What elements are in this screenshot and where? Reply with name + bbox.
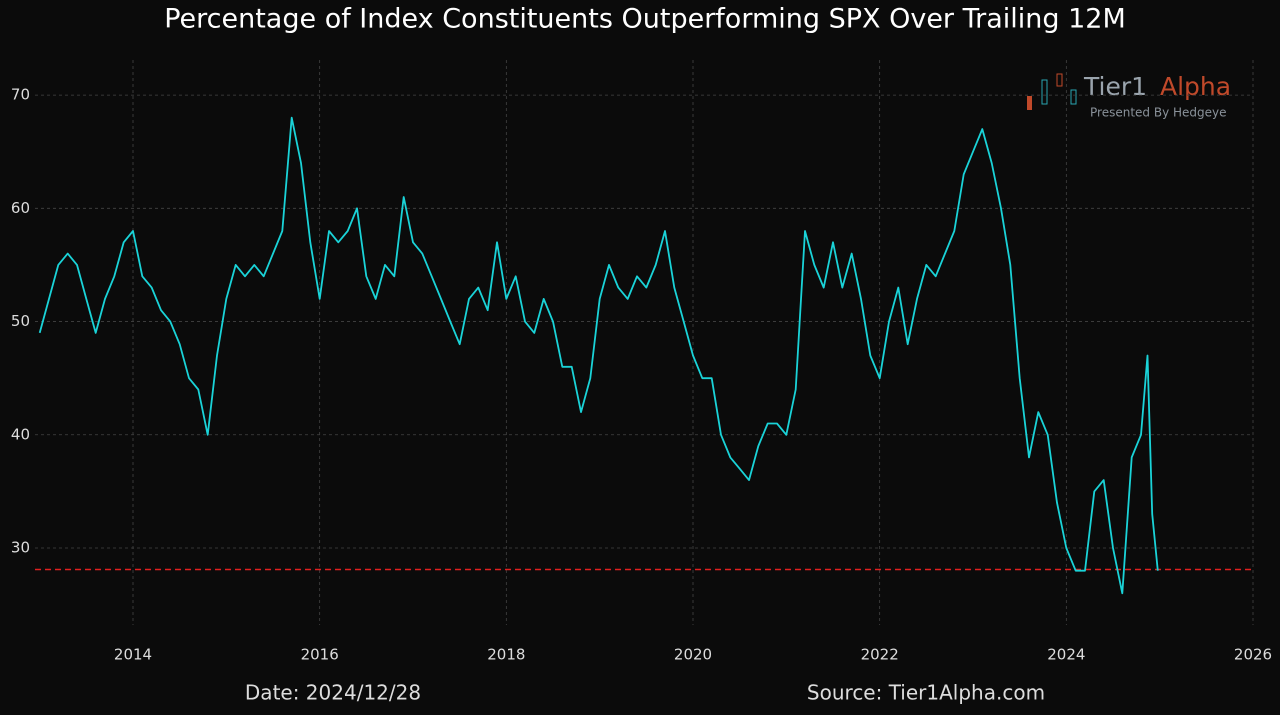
x-tick-label: 2016 [301,646,339,664]
date-note: Date: 2024/12/28 [245,681,421,705]
source-note: Source: Tier1Alpha.com [807,681,1045,705]
x-tick-label: 2018 [487,646,525,664]
y-tick-label: 30 [11,539,30,557]
logo-candle [1056,73,1063,87]
x-tick-label: 2026 [1234,646,1272,664]
logo-candle [1027,96,1032,110]
y-tick-label: 70 [11,86,30,104]
logo-text: Alpha [1160,72,1231,101]
logo-candle [1070,89,1077,105]
x-tick-label: 2014 [114,646,152,664]
data-line [38,116,1159,595]
logo-candle [1041,79,1048,105]
x-tick-label: 2020 [674,646,712,664]
logo: Tier1 Alpha Presented By Hedgeye [1027,72,1231,120]
chart-title: Percentage of Index Constituents Outperf… [164,4,1126,35]
y-tick-label: 60 [11,199,30,217]
y-tick-label: 50 [11,312,30,330]
x-tick-label: 2024 [1047,646,1085,664]
logo-text: Tier1 [1083,72,1147,101]
logo-subtitle: Presented By Hedgeye [1090,106,1227,120]
y-tick-label: 40 [11,425,30,443]
x-tick-label: 2022 [861,646,899,664]
